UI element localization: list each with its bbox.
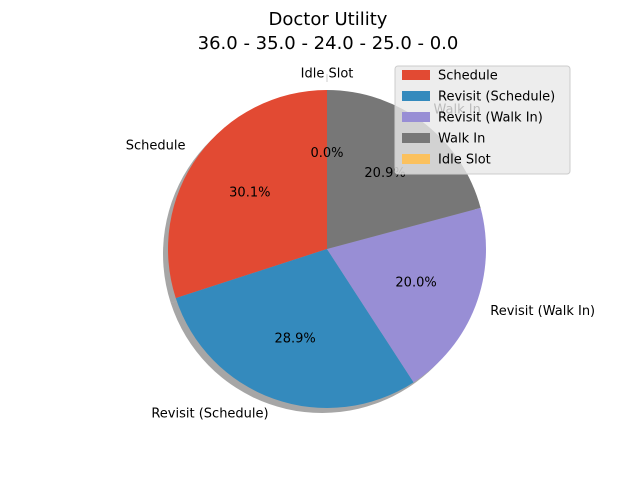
legend: Schedule Revisit (Schedule) Revisit (Walk … [394,65,571,175]
percent-labels: 30.1%28.9%20.0%20.9%0.0% [229,146,437,346]
slice-revisit-schedule [175,249,414,409]
percent-label-revisit-schedule: 28.9% [274,331,315,346]
legend-label-revisit-walk-in: Revisit (Walk In) [438,111,543,126]
legend-swatch-revisit-schedule [402,91,430,101]
legend-swatch-walk-in [402,133,430,143]
chart-title: Doctor Utility [269,9,388,30]
pie-slices [167,74,486,409]
legend-frame [394,65,571,175]
slice-label-idle-slot: Idle Slot [301,67,354,82]
slice-revisit-walk-in [327,207,486,383]
chart-subtitle: 36.0 - 35.0 - 24.0 - 25.0 - 0.0 [198,33,459,54]
legend-label-walk-in: Walk In [438,132,485,147]
legend-label-revisit-schedule: Revisit (Schedule) [438,90,555,105]
percent-label-idle-slot: 0.0% [310,146,343,161]
legend-swatch-idle-slot [402,154,430,164]
legend-swatch-schedule [402,70,430,80]
percent-label-schedule: 30.1% [229,185,270,200]
slice-label-revisit-schedule: Revisit (Schedule) [151,406,268,421]
legend-label-idle-slot: Idle Slot [438,153,491,168]
slice-label-schedule: Schedule [126,139,186,154]
percent-label-revisit-walk-in: 20.0% [395,276,436,291]
slice-schedule [167,90,327,299]
legend-swatch-revisit-walk-in [402,112,430,122]
slice-label-revisit-walk-in: Revisit (Walk In) [490,304,595,319]
legend-label-schedule: Schedule [438,69,498,84]
